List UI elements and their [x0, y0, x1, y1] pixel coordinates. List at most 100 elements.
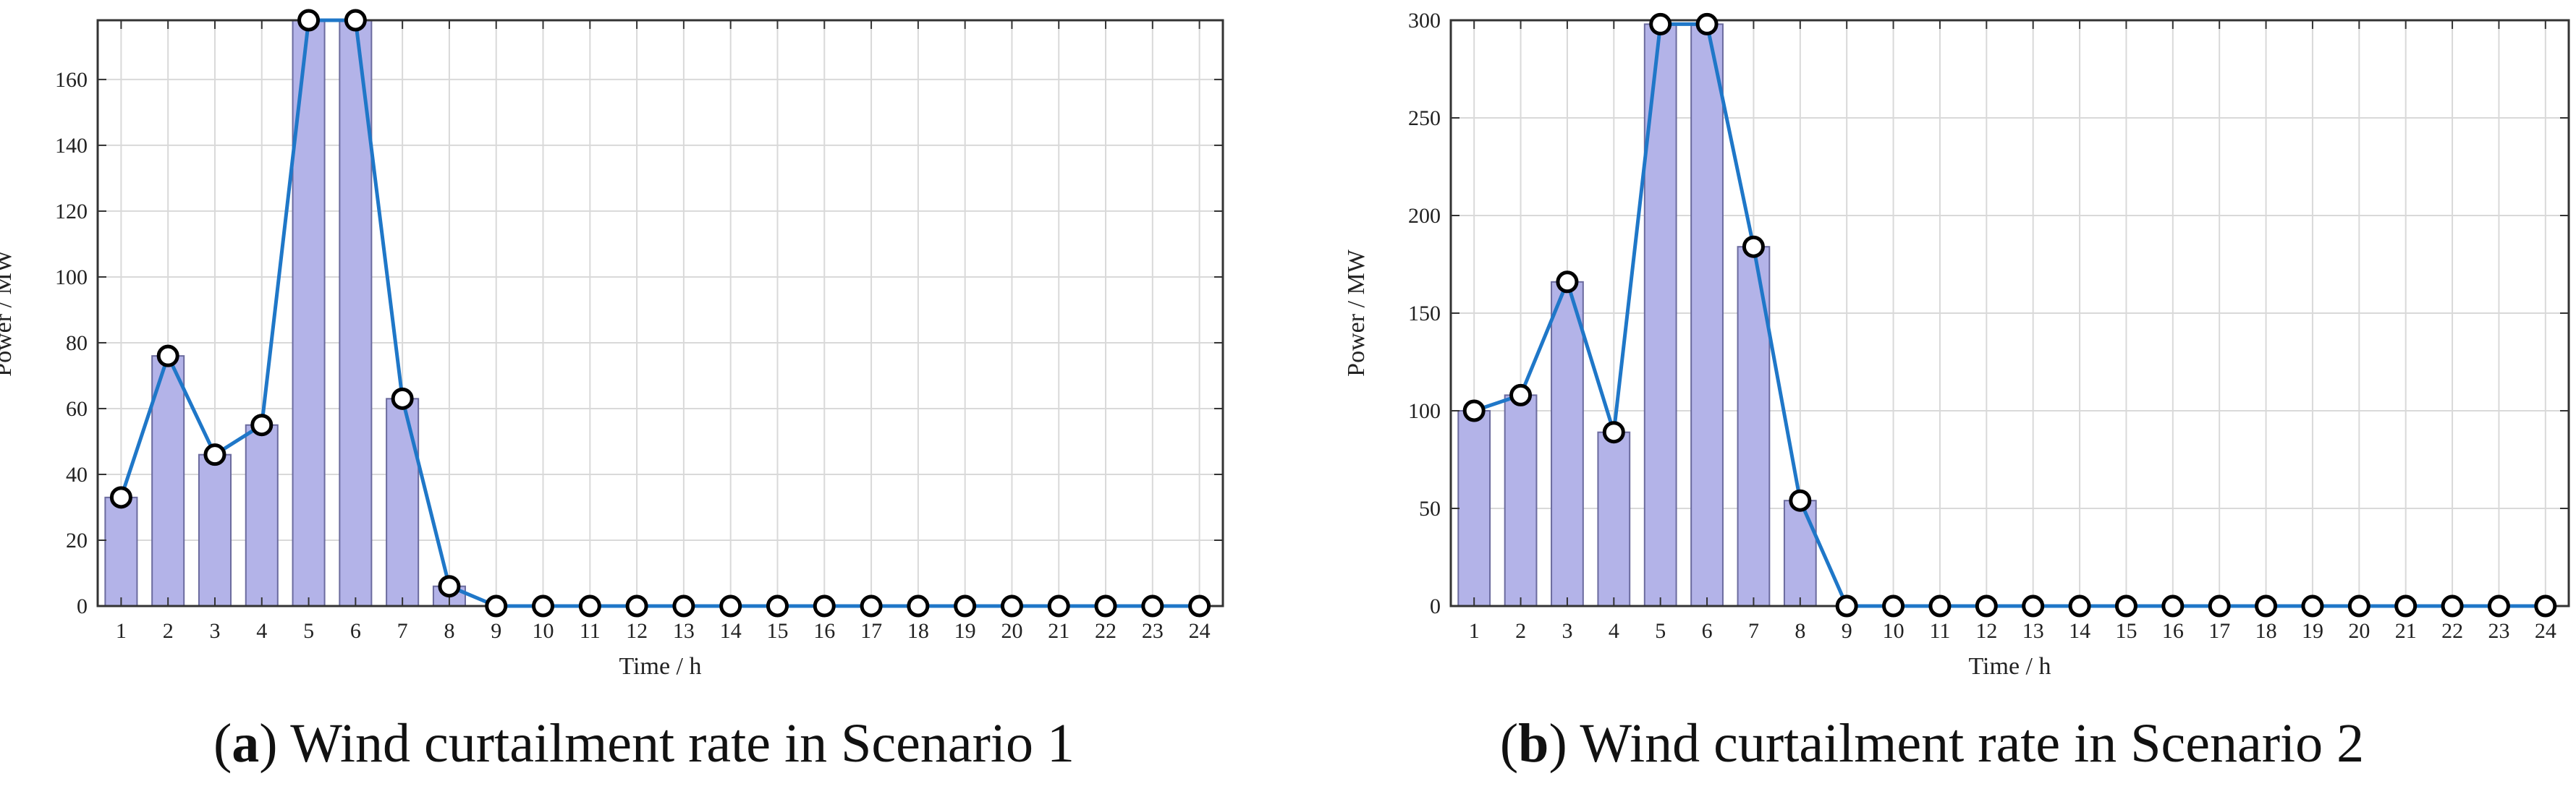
chart-b-xtick-label: 12	[1975, 619, 1997, 643]
chart-a-ytick-label: 120	[55, 200, 88, 223]
chart-b-point	[2161, 594, 2185, 618]
chart-b-xtick-label: 22	[2441, 619, 2463, 643]
chart-b-bars	[1457, 23, 1817, 607]
chart-a-point	[860, 594, 883, 618]
chart-a-xtick-label: 12	[626, 619, 648, 643]
chart-a-point	[156, 344, 179, 367]
chart-a-ytick-label: 80	[66, 331, 88, 355]
chart-b-ytick-label: 100	[1408, 399, 1441, 423]
chart-a-point	[672, 594, 695, 618]
chart-a-point	[625, 594, 648, 618]
chart-b-xtick-label: 18	[2255, 619, 2277, 643]
chart-a-ytick-label: 100	[55, 265, 88, 289]
chart-a-xtick-label: 5	[303, 619, 314, 643]
chart-b-point	[1928, 594, 1952, 618]
chart-b-point	[2441, 594, 2464, 618]
chart-a-xtick-label: 13	[673, 619, 695, 643]
chart-a-xtick-label: 18	[907, 619, 929, 643]
chart-a-point	[391, 387, 414, 410]
chart-b-y-axis-title: Power / MW	[1343, 249, 1370, 377]
chart-b-ytick-label: 50	[1419, 497, 1441, 521]
chart-a-xtick-label: 2	[163, 619, 174, 643]
chart-a-point	[250, 414, 274, 437]
chart-a-point	[1188, 594, 1211, 618]
chart-b-bar	[1597, 431, 1631, 607]
chart-b-xtick-label: 7	[1748, 619, 1759, 643]
chart-a-xtick-label: 8	[444, 619, 454, 643]
chart-a-xtick-label: 24	[1189, 619, 1211, 643]
chart-a-xtick-label: 15	[766, 619, 788, 643]
chart-b-xtick-label: 10	[1883, 619, 1905, 643]
chart-a-xtick-label: 21	[1048, 619, 1069, 643]
chart-a-point	[109, 486, 132, 509]
caption-b: (b) Wind curtailment rate in Scenario 2	[1499, 713, 2365, 774]
chart-b-xtick-label: 16	[2162, 619, 2184, 643]
chart-b-point	[1882, 594, 1905, 618]
chart-a-ytick-label: 160	[55, 68, 88, 92]
chart-b-point	[2301, 594, 2324, 618]
chart-a-xtick-label: 16	[813, 619, 835, 643]
chart-b-xtick-label: 20	[2348, 619, 2370, 643]
chart-b-point	[1789, 489, 1812, 512]
chart-b-markers	[1462, 12, 2557, 618]
chart-b-point	[2534, 594, 2557, 618]
chart-b-point	[1835, 594, 1858, 618]
chart-a-x-axis-title: Time / h	[619, 653, 701, 680]
chart-b-point	[2394, 594, 2418, 618]
chart-b-xtick-label: 2	[1515, 619, 1526, 643]
chart-a-bar	[198, 453, 232, 607]
chart-a-xtick-label: 10	[533, 619, 554, 643]
chart-a-bar	[151, 355, 185, 607]
chart-a-ytick-label: 60	[66, 397, 88, 421]
chart-a-point	[907, 594, 930, 618]
chart-a-xtick-label: 1	[116, 619, 127, 643]
chart-b-point	[1742, 235, 1765, 258]
chart-a-bars	[104, 20, 466, 607]
chart-a-point	[766, 594, 789, 618]
caption-a-text: Wind curtailment rate in Scenario 1	[290, 713, 1075, 774]
chart-a-point	[297, 9, 321, 32]
chart-a-series-line	[119, 18, 1200, 608]
chart-a-xtick-label: 3	[209, 619, 220, 643]
chart-b-xtick-label: 1	[1469, 619, 1480, 643]
chart-b-point	[1695, 12, 1719, 35]
chart-b-point	[2022, 594, 2045, 618]
chart-b-point	[1649, 12, 1672, 35]
chart-a-point	[1141, 594, 1164, 618]
chart-b-ytick-label: 0	[1430, 594, 1441, 618]
chart-b-point	[2068, 594, 2091, 618]
chart-b-xtick-label: 5	[1655, 619, 1666, 643]
chart-b-xtick-label: 14	[2069, 619, 2090, 643]
chart-b-bar	[1457, 410, 1491, 607]
chart-a-xtick-label: 22	[1095, 619, 1117, 643]
chart-a-point	[1094, 594, 1117, 618]
chart-a-xtick-label: 7	[397, 619, 408, 643]
chart-b-xtick-label: 11	[1929, 619, 1950, 643]
chart-a-ytick-label: 20	[66, 529, 88, 553]
chart-panel-a: 0 20 40 60 80 100 120 140 160 1 2 3 4 5 6 7 8 9 10 11 12 13 14…	[0, 9, 1224, 774]
chart-b-point	[1509, 383, 1533, 406]
chart-b-ytick-label: 150	[1408, 302, 1441, 325]
chart-a-point	[813, 594, 836, 618]
chart-b-xtick-label: 21	[2395, 619, 2417, 643]
chart-a-xtick-label: 11	[580, 619, 601, 643]
chart-b-xtick-label: 15	[2115, 619, 2137, 643]
chart-b-xtick-label: 3	[1562, 619, 1572, 643]
chart-b-bar	[1551, 281, 1584, 607]
chart-a-point	[344, 9, 367, 32]
chart-a-ytick-label: 0	[77, 594, 88, 618]
chart-a-point	[719, 594, 742, 618]
chart-b-ytick-label: 300	[1408, 9, 1441, 33]
chart-a-point	[578, 594, 601, 618]
caption-a: (a) Wind curtailment rate in Scenario 1	[213, 713, 1075, 774]
chart-b-xtick-label: 17	[2208, 619, 2230, 643]
chart-b-xtick-label: 8	[1795, 619, 1805, 643]
chart-a-xtick-label: 23	[1142, 619, 1164, 643]
chart-panel-b: 0 50 100 150 200 250 300 1 2 3 4 5 6 7 8 9 10 11 12 13 14 15 1…	[1288, 0, 2576, 789]
chart-b-point	[1462, 399, 1486, 422]
chart-a-point	[954, 594, 977, 618]
chart-a-xtick-label: 17	[860, 619, 882, 643]
chart-b-xtick-label: 24	[2535, 619, 2556, 643]
chart-b-point	[2208, 594, 2231, 618]
